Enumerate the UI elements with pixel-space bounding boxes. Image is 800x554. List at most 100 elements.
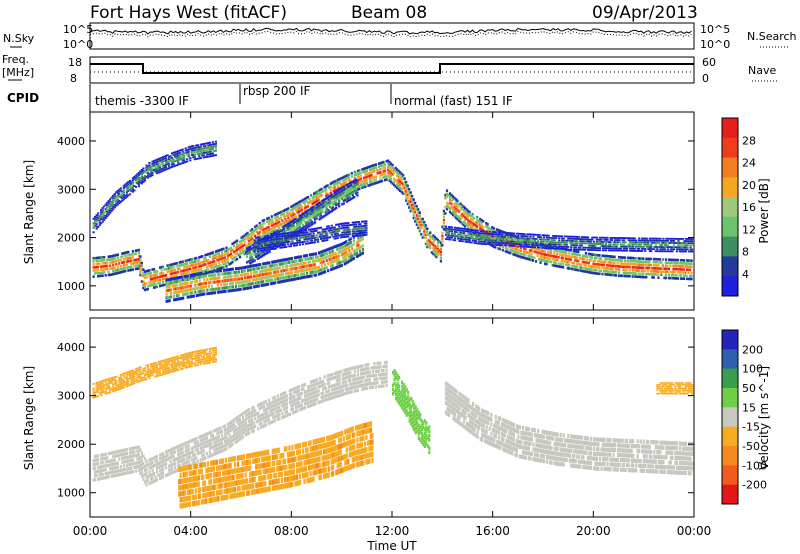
power-cell [184, 268, 187, 272]
power-cell [453, 239, 457, 242]
power-cell [101, 274, 104, 277]
power-cell [472, 235, 475, 238]
power-cell [657, 261, 660, 264]
power-cell [601, 260, 604, 264]
power-cell [267, 235, 270, 237]
power-cell [259, 263, 262, 266]
power-cell [359, 229, 362, 232]
power-cell [163, 164, 166, 167]
power-cell [604, 254, 607, 258]
power-cell [286, 223, 289, 226]
power-cell [345, 222, 348, 225]
power-cell [272, 226, 275, 230]
power-cell [561, 237, 564, 240]
power-cell [598, 269, 601, 272]
power-cell [336, 192, 339, 195]
power-cell [113, 257, 116, 260]
power-cell [198, 146, 201, 148]
power-cell [324, 270, 327, 274]
power-cell [436, 238, 439, 242]
power-cell [162, 156, 165, 159]
power-cell [584, 255, 587, 258]
noise-left-label: N.Sky [3, 32, 35, 45]
power-cell [300, 208, 304, 212]
power-cell [210, 277, 213, 281]
power-cell [101, 265, 104, 268]
power-cell [204, 257, 207, 260]
power-cell [200, 282, 203, 286]
power-cell [450, 206, 453, 209]
power-cell [448, 198, 452, 201]
power-cell [342, 256, 345, 260]
power-cell [511, 232, 514, 235]
power-cell [226, 261, 230, 264]
power-cell [128, 182, 131, 184]
power-cell [328, 254, 331, 258]
power-cell [202, 257, 205, 261]
power-cell [140, 175, 143, 178]
power-cell [308, 267, 312, 271]
power-cell [218, 276, 221, 280]
power-cell [242, 280, 245, 284]
power-cell [307, 267, 310, 271]
power-cell [467, 218, 470, 222]
power-cell [183, 275, 186, 279]
power-cell [357, 254, 360, 258]
power-cell [390, 162, 393, 165]
power-cell [109, 255, 112, 258]
power-cell [610, 270, 613, 274]
power-cell [358, 253, 361, 257]
power-cell [222, 275, 226, 279]
power-cell [270, 221, 273, 224]
power-cell [283, 261, 286, 265]
power-cell [242, 244, 245, 248]
power-cell [418, 220, 421, 224]
power-cell [195, 286, 198, 290]
power-cell [249, 253, 252, 257]
power-cell [174, 164, 177, 167]
power-cell [104, 274, 107, 277]
power-cell [555, 235, 558, 237]
power-cell [335, 196, 338, 199]
power-cell [388, 173, 391, 176]
power-cell [237, 247, 240, 251]
power-cell [276, 233, 279, 236]
power-cell [473, 237, 476, 240]
power-cell [246, 255, 249, 258]
power-cell [264, 242, 267, 245]
power-cell [388, 167, 391, 170]
power-cell [291, 233, 294, 236]
power-cell [235, 274, 238, 278]
power-cell [155, 161, 159, 163]
power-cell [512, 232, 515, 235]
power-cell [341, 224, 344, 227]
power-cell [174, 155, 177, 158]
power-cell [204, 151, 207, 154]
power-cell [667, 267, 670, 271]
power-cell [145, 175, 148, 178]
power-cell [450, 199, 453, 203]
power-cell [327, 247, 330, 251]
power-cell [585, 236, 588, 239]
power-cell [615, 258, 618, 262]
power-cell [131, 181, 134, 184]
power-cell [383, 175, 387, 179]
power-cell [336, 237, 339, 239]
power-cell [312, 267, 315, 270]
power-cell [336, 195, 339, 198]
power-cell [494, 235, 497, 238]
power-cell [115, 269, 118, 272]
power-cell [263, 276, 266, 280]
power-cell [183, 282, 186, 286]
power-cell [107, 270, 110, 274]
power-cell [528, 258, 532, 261]
power-cell [553, 235, 556, 237]
power-cell [272, 267, 275, 271]
power-cell [550, 247, 553, 250]
power-cell [269, 228, 272, 231]
power-cell [240, 239, 243, 242]
power-cell [325, 194, 328, 197]
power-cell [97, 212, 100, 215]
power-cell [655, 267, 658, 270]
